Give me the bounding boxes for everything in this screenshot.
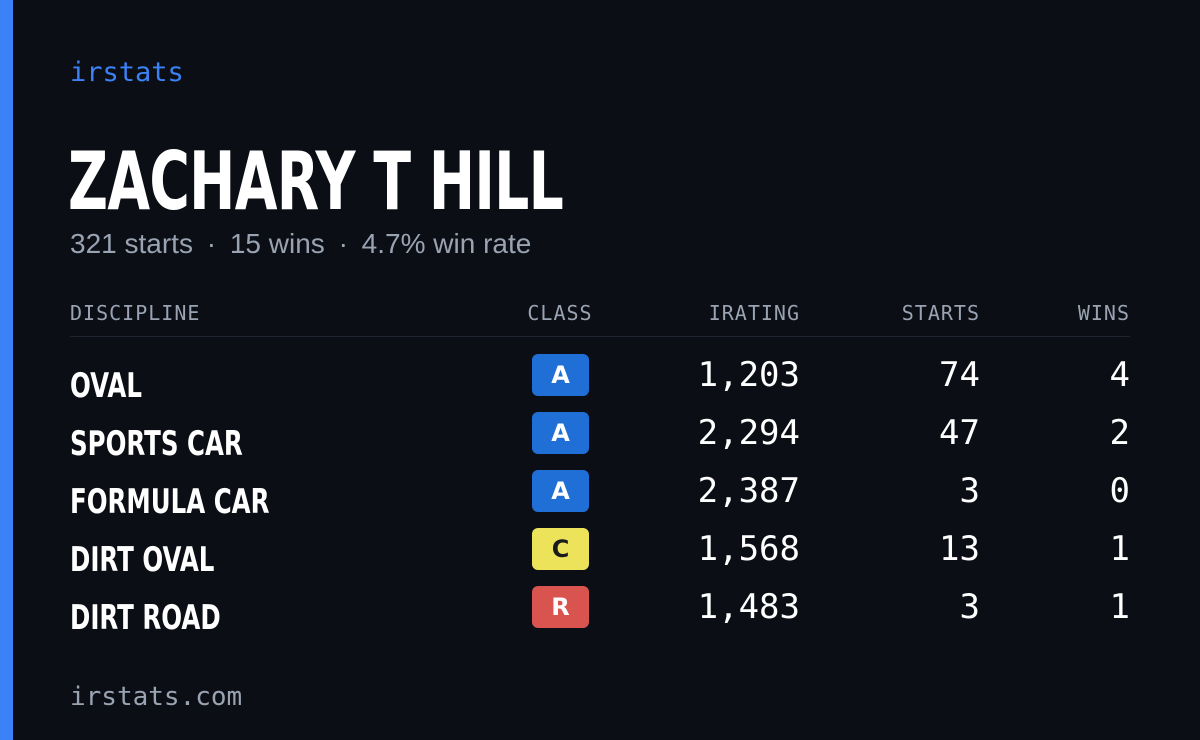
- win-rate-summary: 4.7% win rate: [361, 228, 532, 259]
- wins-value: 4: [1109, 355, 1130, 395]
- column-header-wins: WINS: [1077, 301, 1130, 325]
- starts-value: 74: [939, 355, 980, 395]
- starts-value: 3: [959, 587, 980, 627]
- wins-summary: 15 wins: [229, 228, 325, 259]
- starts-summary: 321 starts: [70, 228, 193, 259]
- column-header-discipline: DISCIPLINE: [70, 301, 201, 325]
- header-divider: [70, 336, 1130, 337]
- wins-value: 0: [1109, 471, 1130, 511]
- irating-value: 1,568: [697, 529, 800, 569]
- irating-value: 2,387: [697, 471, 800, 511]
- starts-value: 3: [959, 471, 980, 511]
- table-row: SPORTS CAR A 2,294 47 2: [0, 412, 1200, 474]
- discipline-name: DIRT OVAL: [70, 540, 215, 580]
- wins-value: 1: [1109, 529, 1130, 569]
- irating-value: 1,483: [697, 587, 800, 627]
- wins-value: 2: [1109, 413, 1130, 453]
- column-header-irating: IRATING: [708, 301, 800, 325]
- table-row: OVAL A 1,203 74 4: [0, 354, 1200, 416]
- class-badge: C: [532, 528, 589, 570]
- irating-value: 2,294: [697, 413, 800, 453]
- table-row: FORMULA CAR A 2,387 3 0: [0, 470, 1200, 532]
- starts-value: 47: [939, 413, 980, 453]
- discipline-name: OVAL: [70, 366, 142, 406]
- wins-value: 1: [1109, 587, 1130, 627]
- driver-name: ZACHARY T HILL: [68, 135, 564, 228]
- class-badge: A: [532, 470, 589, 512]
- footer-url[interactable]: irstats.com: [70, 682, 243, 712]
- class-badge: R: [532, 586, 589, 628]
- summary-separator: ·: [206, 228, 217, 259]
- starts-value: 13: [939, 529, 980, 569]
- table-row: DIRT ROAD R 1,483 3 1: [0, 586, 1200, 648]
- accent-bar: [0, 0, 13, 740]
- class-badge: A: [532, 354, 589, 396]
- column-header-class: CLASS: [527, 301, 593, 325]
- column-header-starts: STARTS: [901, 301, 980, 325]
- driver-summary: 321 starts · 15 wins · 4.7% win rate: [70, 226, 531, 262]
- brand-logo-text: irstats: [70, 57, 184, 88]
- summary-separator: ·: [338, 228, 348, 259]
- table-row: DIRT OVAL C 1,568 13 1: [0, 528, 1200, 590]
- discipline-name: FORMULA CAR: [70, 482, 270, 522]
- irating-value: 1,203: [697, 355, 800, 395]
- discipline-name: DIRT ROAD: [70, 598, 221, 638]
- class-badge: A: [532, 412, 589, 454]
- discipline-name: SPORTS CAR: [70, 424, 243, 464]
